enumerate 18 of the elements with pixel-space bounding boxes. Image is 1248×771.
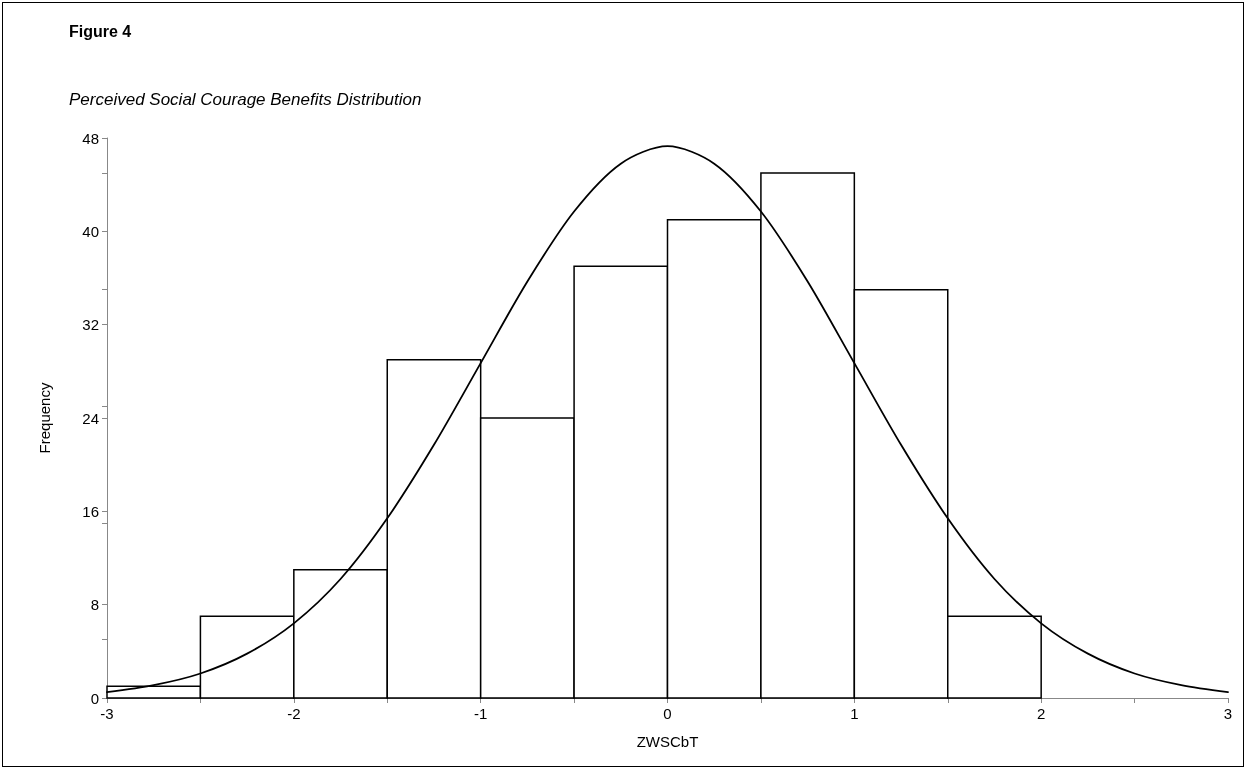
chart-subtitle: Perceived Social Courage Benefits Distribution bbox=[69, 90, 422, 109]
x-tick-label: -2 bbox=[287, 705, 301, 722]
y-tick-label: 32 bbox=[82, 316, 99, 334]
x-tick-label: 3 bbox=[1223, 705, 1233, 722]
chart-title: Figure 4 bbox=[69, 22, 132, 40]
y-tick-label: 24 bbox=[82, 409, 99, 427]
x-tick-label: -3 bbox=[100, 705, 114, 722]
x-tick-label: 2 bbox=[1036, 705, 1046, 722]
y-tick-label: 40 bbox=[82, 222, 99, 240]
x-tick-label: -1 bbox=[473, 705, 488, 722]
y-tick-label: 16 bbox=[82, 502, 99, 520]
y-tick-label: 8 bbox=[90, 596, 99, 614]
y-tick-label: 48 bbox=[82, 129, 99, 147]
y-tick-label: 0 bbox=[90, 689, 99, 707]
x-tick-label: 0 bbox=[663, 705, 672, 722]
y-axis-title: Frequency bbox=[36, 382, 53, 454]
x-tick-label: 1 bbox=[850, 705, 859, 722]
x-axis-title: ZWSCbT bbox=[636, 733, 699, 750]
